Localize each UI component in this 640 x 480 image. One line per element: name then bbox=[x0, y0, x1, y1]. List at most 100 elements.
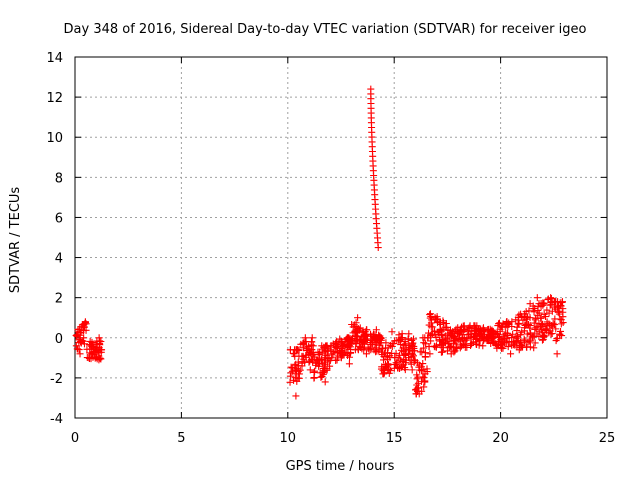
data-point bbox=[554, 308, 562, 316]
data-point bbox=[286, 372, 294, 380]
y-tick-label: 12 bbox=[46, 91, 63, 106]
data-point bbox=[427, 331, 435, 339]
data-point bbox=[305, 357, 313, 365]
data-point bbox=[541, 332, 549, 340]
data-point bbox=[332, 344, 340, 352]
data-point bbox=[333, 340, 341, 348]
data-point bbox=[419, 360, 427, 368]
data-point bbox=[548, 330, 556, 338]
data-point bbox=[286, 346, 294, 354]
data-point bbox=[504, 322, 512, 330]
data-point bbox=[320, 358, 328, 366]
data-point bbox=[396, 365, 404, 373]
data-point bbox=[323, 343, 331, 351]
data-point bbox=[364, 335, 372, 343]
data-point bbox=[287, 363, 295, 371]
data-point bbox=[321, 378, 329, 386]
data-point bbox=[412, 390, 420, 398]
data-point bbox=[555, 310, 563, 318]
data-point bbox=[405, 330, 413, 338]
data-point bbox=[410, 344, 418, 352]
x-tick-label: 5 bbox=[177, 431, 185, 446]
data-point bbox=[72, 332, 80, 340]
data-point bbox=[455, 335, 463, 343]
data-point bbox=[388, 328, 396, 336]
data-point bbox=[556, 330, 564, 338]
data-point bbox=[408, 366, 416, 374]
data-point bbox=[432, 315, 440, 323]
data-point bbox=[378, 344, 386, 352]
data-point bbox=[508, 333, 516, 341]
data-point bbox=[405, 341, 413, 349]
data-point bbox=[377, 365, 385, 373]
data-point bbox=[312, 359, 320, 367]
data-point bbox=[543, 306, 551, 314]
data-point bbox=[404, 346, 412, 354]
data-point bbox=[526, 322, 534, 330]
data-point bbox=[321, 364, 329, 372]
data-point bbox=[513, 327, 521, 335]
data-point bbox=[531, 339, 539, 347]
data-point bbox=[443, 347, 451, 355]
data-point bbox=[479, 342, 487, 350]
data-point bbox=[483, 337, 491, 345]
data-point bbox=[305, 345, 313, 353]
data-point bbox=[345, 360, 353, 368]
data-point bbox=[460, 322, 468, 330]
data-point bbox=[457, 327, 465, 335]
data-point bbox=[421, 377, 429, 385]
data-point bbox=[362, 350, 370, 358]
data-point bbox=[367, 345, 375, 353]
data-point bbox=[95, 334, 103, 342]
data-point bbox=[476, 331, 484, 339]
data-point bbox=[423, 368, 431, 376]
data-point bbox=[432, 334, 440, 342]
chart-title: Day 348 of 2016, Sidereal Day-to-day VTE… bbox=[64, 22, 587, 37]
data-point bbox=[531, 325, 539, 333]
data-point bbox=[484, 325, 492, 333]
data-point bbox=[558, 298, 566, 306]
data-point bbox=[372, 348, 380, 356]
y-tick-label: -2 bbox=[50, 372, 63, 387]
data-point bbox=[293, 346, 301, 354]
data-point bbox=[369, 332, 377, 340]
data-point bbox=[551, 315, 559, 323]
data-point bbox=[354, 324, 362, 332]
data-point bbox=[533, 294, 541, 302]
data-point bbox=[318, 349, 326, 357]
data-point bbox=[292, 392, 300, 400]
data-point bbox=[420, 383, 428, 391]
data-point bbox=[450, 339, 458, 347]
data-point bbox=[77, 328, 85, 336]
data-point bbox=[530, 344, 538, 352]
data-point bbox=[528, 333, 536, 341]
data-point bbox=[421, 353, 429, 361]
data-point bbox=[306, 366, 314, 374]
data-point bbox=[428, 316, 436, 324]
data-point bbox=[514, 313, 522, 321]
data-point bbox=[341, 349, 349, 357]
data-point bbox=[402, 351, 410, 359]
data-point bbox=[514, 337, 522, 345]
data-point bbox=[484, 333, 492, 341]
data-point bbox=[467, 341, 475, 349]
data-point bbox=[307, 341, 315, 349]
data-point bbox=[291, 352, 299, 360]
data-point bbox=[526, 337, 534, 345]
data-points bbox=[72, 85, 567, 400]
data-point bbox=[461, 343, 469, 351]
data-point bbox=[529, 305, 537, 313]
y-tick-label: -4 bbox=[50, 412, 63, 427]
data-point bbox=[504, 343, 512, 351]
data-point bbox=[538, 320, 546, 328]
grid-lines bbox=[75, 57, 607, 418]
y-tick-label: 4 bbox=[55, 252, 63, 267]
data-point bbox=[391, 354, 399, 362]
data-point bbox=[96, 346, 104, 354]
data-point bbox=[333, 356, 341, 364]
data-point bbox=[351, 337, 359, 345]
data-point bbox=[345, 342, 353, 350]
data-point bbox=[419, 334, 427, 342]
y-tick-label: 14 bbox=[46, 51, 63, 66]
